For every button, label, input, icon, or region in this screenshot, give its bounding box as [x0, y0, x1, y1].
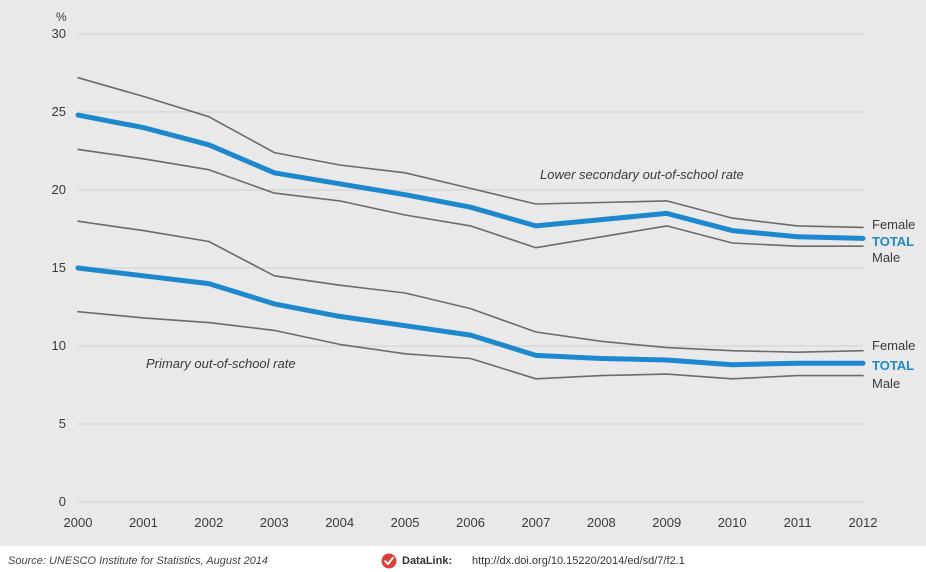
primary-female-line: [77, 220, 864, 354]
lower-secondary-total-line: [75, 112, 866, 241]
x-axis-ticks: 2000 2001 2002 2003 2004 2005 2006 2007 2008 2009…: [64, 515, 878, 530]
x-tick-label-2007: 2007: [521, 515, 550, 530]
lower-secondary-total-end-label: TOTAL: [872, 234, 914, 249]
y-tick-label-20: 20: [52, 182, 66, 197]
primary-female-end-label: Female: [872, 338, 915, 353]
x-tick-label-2009: 2009: [652, 515, 681, 530]
x-tick-label-2003: 2003: [260, 515, 289, 530]
primary-annotation: Primary out-of-school rate: [146, 356, 296, 371]
y-axis-ticks: 0 5 10 15 20 25 30: [52, 26, 66, 509]
x-tick-label-2001: 2001: [129, 515, 158, 530]
gridlines: [78, 33, 863, 503]
x-tick-label-2011: 2011: [784, 515, 812, 530]
x-tick-label-2010: 2010: [718, 515, 747, 530]
source-note: Source: UNESCO Institute for Statistics,…: [8, 555, 269, 567]
x-tick-label-2000: 2000: [64, 515, 93, 530]
primary-male-end-label: Male: [872, 376, 900, 391]
y-axis-unit-label: %: [56, 10, 67, 24]
y-tick-label-25: 25: [52, 104, 66, 119]
lower-secondary-male-end-label: Male: [872, 250, 900, 265]
chart-panel: 0 5 10 15 20 25 30 2000 2001 2002 2003 2004 2005 200…: [0, 0, 926, 546]
x-tick-label-2008: 2008: [587, 515, 616, 530]
y-tick-label-0: 0: [59, 494, 66, 509]
series-lines: [75, 76, 866, 380]
primary-total-end-label: TOTAL: [872, 358, 914, 373]
y-tick-label-10: 10: [52, 338, 66, 353]
datalink-label: DataLink:: [402, 555, 453, 567]
y-tick-label-15: 15: [52, 260, 66, 275]
primary-male-line: [77, 310, 864, 380]
x-tick-label-2005: 2005: [391, 515, 420, 530]
y-tick-label-30: 30: [52, 26, 66, 41]
x-tick-label-2004: 2004: [325, 515, 354, 530]
check-badge-icon: [381, 553, 397, 569]
primary-total-line: [75, 265, 866, 368]
chart-footer: Source: UNESCO Institute for Statistics,…: [0, 546, 926, 572]
x-tick-label-2006: 2006: [456, 515, 485, 530]
lower-secondary-male-line: [77, 148, 864, 249]
lower-secondary-annotation: Lower secondary out-of-school rate: [540, 167, 744, 182]
lower-secondary-female-end-label: Female: [872, 217, 915, 232]
y-tick-label-5: 5: [59, 416, 66, 431]
x-tick-label-2012: 2012: [849, 515, 878, 530]
datalink-url[interactable]: http://dx.doi.org/10.15220/2014/ed/sd/7/…: [472, 555, 685, 567]
x-tick-label-2002: 2002: [194, 515, 223, 530]
lower-secondary-female-line: [77, 76, 864, 229]
